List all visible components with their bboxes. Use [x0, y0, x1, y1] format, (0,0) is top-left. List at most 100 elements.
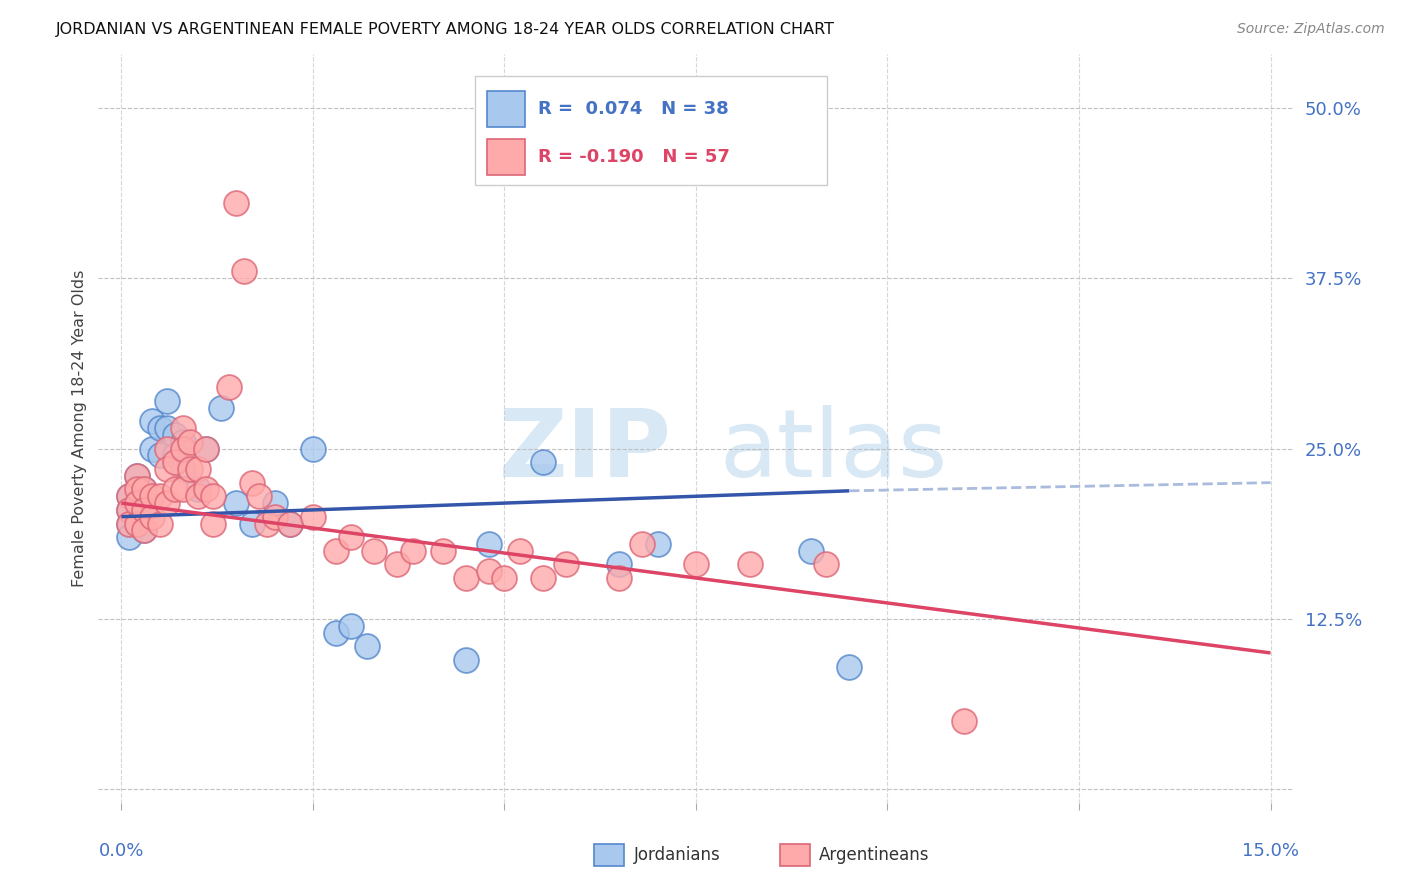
Point: [125, 483, 148, 497]
Point: [163, 483, 186, 497]
Text: Source: ZipAtlas.com: Source: ZipAtlas.com: [1237, 22, 1385, 37]
Point: [554, 558, 576, 572]
Point: [163, 449, 186, 463]
Text: Argentineans: Argentineans: [820, 847, 929, 864]
Point: [194, 442, 217, 456]
Point: [278, 516, 301, 531]
Point: [134, 503, 156, 517]
Text: R =  0.074   N = 38: R = 0.074 N = 38: [538, 100, 728, 118]
Point: [401, 543, 423, 558]
Point: [456, 653, 478, 667]
Point: [478, 564, 501, 578]
Point: [125, 496, 148, 510]
Point: [340, 530, 363, 544]
Point: [134, 524, 156, 538]
Point: [531, 571, 554, 585]
Point: [302, 509, 325, 524]
Point: [247, 489, 270, 503]
Point: [340, 618, 363, 632]
Point: [141, 509, 163, 524]
Point: [815, 558, 838, 572]
Point: [118, 489, 141, 503]
Text: 15.0%: 15.0%: [1241, 842, 1299, 860]
Point: [134, 483, 156, 497]
Point: [278, 516, 301, 531]
Point: [325, 625, 347, 640]
Point: [240, 516, 263, 531]
Point: [118, 530, 141, 544]
Text: ZIP: ZIP: [499, 405, 672, 497]
Point: [149, 449, 172, 463]
Point: [225, 196, 247, 211]
Point: [172, 442, 194, 456]
Point: [202, 489, 225, 503]
Point: [218, 380, 240, 394]
Text: atlas: atlas: [720, 405, 948, 497]
Point: [631, 537, 654, 551]
Point: [125, 468, 148, 483]
Point: [149, 421, 172, 435]
Point: [125, 468, 148, 483]
FancyBboxPatch shape: [595, 844, 624, 866]
Point: [187, 483, 209, 497]
Point: [609, 571, 631, 585]
Point: [225, 496, 247, 510]
Point: [363, 543, 385, 558]
Point: [187, 489, 209, 503]
Point: [456, 571, 478, 585]
Point: [838, 659, 860, 673]
Point: [156, 442, 179, 456]
FancyBboxPatch shape: [779, 844, 810, 866]
Point: [118, 516, 141, 531]
Point: [233, 264, 256, 278]
Y-axis label: Female Poverty Among 18-24 Year Olds: Female Poverty Among 18-24 Year Olds: [72, 269, 87, 587]
Point: [194, 483, 217, 497]
Point: [953, 714, 976, 728]
Point: [202, 516, 225, 531]
Point: [163, 428, 186, 442]
Point: [609, 558, 631, 572]
FancyBboxPatch shape: [475, 76, 827, 185]
Point: [385, 558, 409, 572]
Point: [179, 434, 201, 449]
Text: 0.0%: 0.0%: [98, 842, 143, 860]
Point: [118, 503, 141, 517]
Point: [141, 442, 163, 456]
Point: [256, 516, 278, 531]
Point: [302, 442, 325, 456]
Text: R = -0.190   N = 57: R = -0.190 N = 57: [538, 148, 730, 166]
Point: [172, 434, 194, 449]
Point: [172, 421, 194, 435]
Point: [172, 462, 194, 476]
Point: [356, 639, 378, 653]
Point: [156, 462, 179, 476]
Point: [478, 537, 501, 551]
Point: [149, 516, 172, 531]
Point: [141, 489, 163, 503]
Point: [263, 496, 285, 510]
Point: [141, 414, 163, 428]
Point: [531, 455, 554, 469]
Point: [149, 489, 172, 503]
Point: [685, 558, 707, 572]
Point: [156, 421, 179, 435]
FancyBboxPatch shape: [486, 91, 524, 127]
Point: [187, 462, 209, 476]
Point: [134, 483, 156, 497]
Point: [209, 401, 232, 415]
Point: [738, 558, 761, 572]
Point: [134, 503, 156, 517]
Point: [134, 524, 156, 538]
Point: [172, 483, 194, 497]
Point: [118, 516, 141, 531]
Point: [432, 543, 454, 558]
Text: JORDANIAN VS ARGENTINEAN FEMALE POVERTY AMONG 18-24 YEAR OLDS CORRELATION CHART: JORDANIAN VS ARGENTINEAN FEMALE POVERTY …: [56, 22, 835, 37]
Point: [163, 455, 186, 469]
Point: [647, 537, 669, 551]
Point: [125, 516, 148, 531]
Point: [118, 503, 141, 517]
Point: [118, 489, 141, 503]
Point: [125, 496, 148, 510]
FancyBboxPatch shape: [486, 139, 524, 175]
Point: [156, 496, 179, 510]
